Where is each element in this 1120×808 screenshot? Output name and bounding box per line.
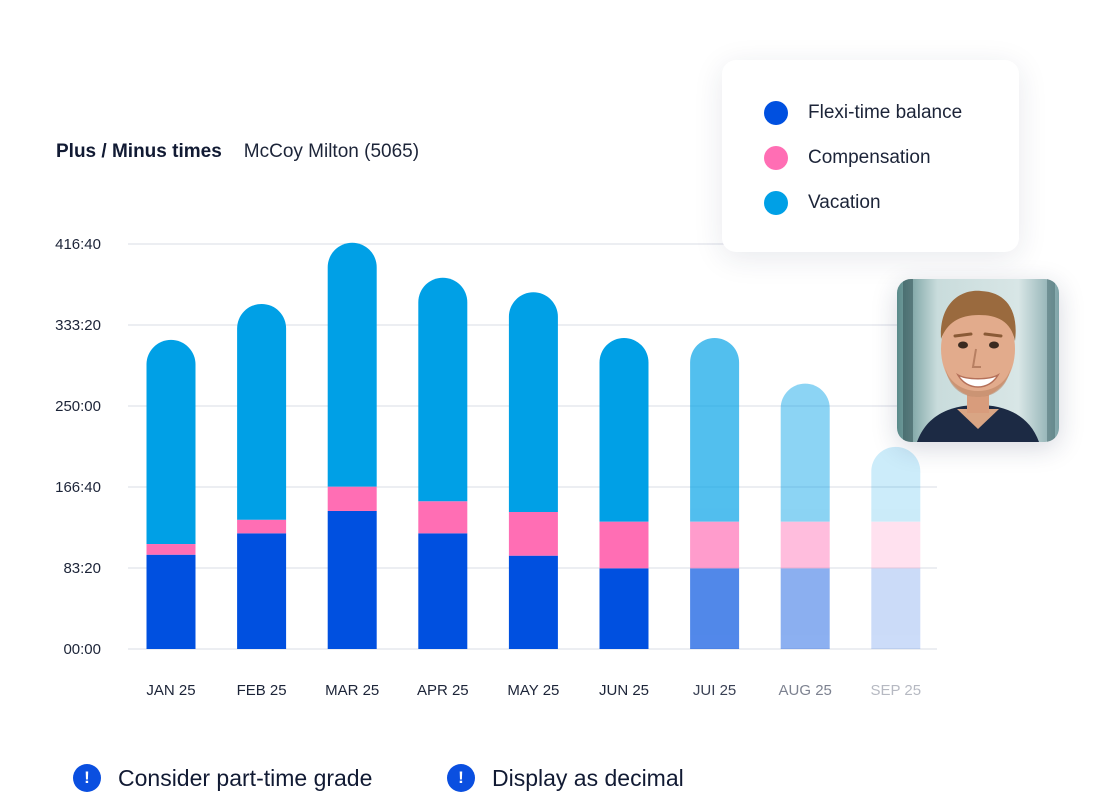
legend-dot-compensation xyxy=(764,146,788,170)
bar-stack-jan-25[interactable] xyxy=(146,339,196,649)
bar-segment-flexi-time-balance[interactable] xyxy=(327,510,377,649)
legend-dot-vacation xyxy=(764,191,788,215)
x-tick-label: MAR 25 xyxy=(325,682,379,699)
bar-stack-aug-25[interactable] xyxy=(780,383,830,649)
exclamation-icon: ! xyxy=(73,764,101,792)
option-label: Consider part-time grade xyxy=(118,764,373,791)
bar-segment-flexi-time-balance[interactable] xyxy=(599,568,649,649)
bar-stack-mar-25[interactable] xyxy=(327,242,377,649)
y-tick-label: 333:20 xyxy=(55,317,101,334)
bar-segment-vacation[interactable] xyxy=(871,446,921,522)
bar-stack-apr-25[interactable] xyxy=(418,277,468,649)
bar-segment-compensation[interactable] xyxy=(237,519,287,534)
legend-label: Vacation xyxy=(808,192,881,213)
option-label: Display as decimal xyxy=(492,764,684,791)
y-tick-label: 00:00 xyxy=(63,641,101,658)
y-tick-label: 83:20 xyxy=(63,560,101,577)
legend-item-flexi-time[interactable]: Flexi-time balance xyxy=(764,101,962,125)
legend-label: Compensation xyxy=(808,147,931,168)
bar-segment-vacation[interactable] xyxy=(237,303,287,520)
avatar xyxy=(897,279,1059,442)
bar-segment-flexi-time-balance[interactable] xyxy=(780,568,830,649)
bar-segment-vacation[interactable] xyxy=(690,337,740,522)
bar-segment-compensation[interactable] xyxy=(780,521,830,569)
x-tick-label: APR 25 xyxy=(417,682,469,699)
bar-segment-compensation[interactable] xyxy=(508,511,558,556)
x-tick-label: SEP 25 xyxy=(870,682,921,699)
bar-segment-vacation[interactable] xyxy=(327,242,377,487)
x-tick-label: FEB 25 xyxy=(237,682,287,699)
stacked-bar-chart: 00:00 83:20 166:40 250:00 333:20 416:40 JAN 2… xyxy=(55,236,937,699)
bar-stack-jui-25[interactable] xyxy=(690,337,740,649)
x-tick-label: AUG 25 xyxy=(779,682,832,699)
bar-segment-flexi-time-balance[interactable] xyxy=(871,568,921,649)
x-tick-label: JUN 25 xyxy=(599,682,649,699)
bar-segment-vacation[interactable] xyxy=(418,277,468,502)
bar-segment-compensation[interactable] xyxy=(146,544,196,555)
chart-legend: Flexi-time balance Compensation Vacation xyxy=(722,60,1019,252)
legend-item-compensation[interactable]: Compensation xyxy=(764,146,931,170)
x-tick-label: MAY 25 xyxy=(507,682,559,699)
display-as-decimal-option[interactable]: ! Display as decimal xyxy=(447,764,684,792)
bar-segment-flexi-time-balance[interactable] xyxy=(418,533,468,649)
y-axis-ticks: 00:00 83:20 166:40 250:00 333:20 416:40 xyxy=(55,236,101,658)
bar-segment-vacation[interactable] xyxy=(508,292,558,512)
bar-segment-compensation[interactable] xyxy=(871,521,921,569)
bar-segment-flexi-time-balance[interactable] xyxy=(690,568,740,649)
chart-header: Plus / Minus times McCoy Milton (5065) xyxy=(56,141,419,163)
bar-segment-flexi-time-balance[interactable] xyxy=(508,555,558,649)
y-tick-label: 166:40 xyxy=(55,479,101,496)
x-axis-ticks: JAN 25 FEB 25 MAR 25 APR 25 MAY 25 JUN 25 JUI … xyxy=(146,682,921,699)
chart-bars xyxy=(146,242,921,649)
legend-item-vacation[interactable]: Vacation xyxy=(764,191,881,215)
bar-segment-vacation[interactable] xyxy=(146,339,196,545)
bar-segment-compensation[interactable] xyxy=(418,501,468,534)
bar-segment-flexi-time-balance[interactable] xyxy=(237,533,287,649)
legend-label: Flexi-time balance xyxy=(808,102,963,123)
bar-stack-jun-25[interactable] xyxy=(599,337,649,649)
bar-segment-compensation[interactable] xyxy=(327,486,377,511)
consider-part-time-grade-option[interactable]: ! Consider part-time grade xyxy=(73,764,372,792)
bar-segment-vacation[interactable] xyxy=(780,383,830,522)
bar-segment-compensation[interactable] xyxy=(599,521,649,569)
bar-stack-may-25[interactable] xyxy=(508,292,558,649)
bar-segment-compensation[interactable] xyxy=(690,521,740,569)
bar-segment-vacation[interactable] xyxy=(599,337,649,522)
employee-name: McCoy Milton (5065) xyxy=(243,141,420,162)
x-tick-label: JAN 25 xyxy=(146,682,195,699)
bar-stack-sep-25[interactable] xyxy=(871,446,921,649)
legend-dot-flexi-time xyxy=(764,101,788,125)
chart-title: Plus / Minus times xyxy=(56,141,222,162)
y-tick-label: 250:00 xyxy=(55,398,101,415)
person-photo-icon xyxy=(897,279,1059,442)
bar-segment-flexi-time-balance[interactable] xyxy=(146,554,196,649)
bar-stack-feb-25[interactable] xyxy=(237,303,287,649)
exclamation-icon: ! xyxy=(447,764,475,792)
x-tick-label: JUI 25 xyxy=(693,682,736,699)
y-tick-label: 416:40 xyxy=(55,236,101,253)
